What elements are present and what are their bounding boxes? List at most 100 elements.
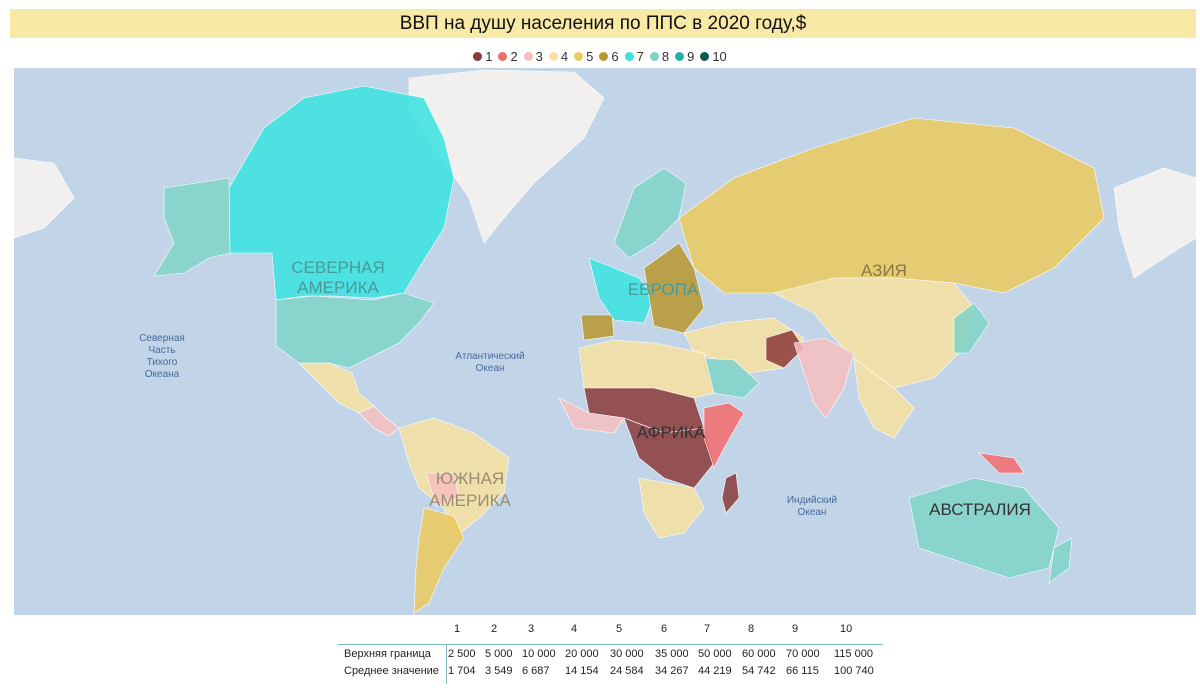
region-nodata-east[interactable]	[1113, 167, 1196, 279]
region-central-america[interactable]	[358, 405, 400, 437]
region-west-africa[interactable]	[558, 397, 625, 434]
label-australia: АВСТРАЛИЯ	[929, 500, 1031, 519]
region-canada[interactable]	[228, 85, 455, 301]
table-vertical-divider	[446, 644, 447, 684]
break-index-8: 8	[748, 623, 755, 635]
label-south-america-2: АМЕРИКА	[429, 491, 511, 510]
region-india[interactable]	[793, 337, 855, 419]
mean-value-5: 24 584	[610, 665, 644, 677]
label-indian-2: Океан	[798, 507, 827, 518]
region-scandinavia[interactable]	[613, 167, 687, 259]
region-nodata-west[interactable]	[14, 157, 75, 239]
label-africa: АФРИКА	[637, 423, 706, 442]
label-south-america-1: ЮЖНАЯ	[436, 469, 504, 488]
label-pacific-4: Океана	[145, 369, 180, 380]
mean-value-9: 66 115	[786, 665, 819, 677]
legend-item-8[interactable]: 8	[649, 48, 670, 64]
legend-item-1[interactable]: 1	[473, 49, 492, 64]
label-europe: ЕВРОПА	[628, 280, 699, 299]
region-western-europe[interactable]	[588, 257, 655, 324]
legend-item-9[interactable]: 9	[675, 49, 694, 64]
region-australia[interactable]	[908, 477, 1060, 579]
upper-bound-2: 5 000	[485, 648, 513, 660]
legend-swatch-2	[498, 51, 508, 61]
legend-swatch-10	[700, 51, 710, 61]
upper-bound-7: 50 000	[698, 648, 732, 660]
region-japan[interactable]	[953, 302, 990, 354]
break-index-10: 10	[840, 623, 853, 635]
legend-label-9: 9	[687, 48, 695, 64]
upper-bound-9: 70 000	[786, 648, 820, 660]
legend-swatch-9	[675, 51, 685, 61]
break-index-4: 4	[571, 623, 578, 635]
mean-value-2: 3 549	[485, 665, 513, 677]
region-bolivia[interactable]	[425, 472, 460, 507]
break-index-1: 1	[454, 623, 461, 635]
break-index-5: 5	[616, 623, 623, 635]
region-iberia[interactable]	[580, 314, 615, 341]
region-east-africa[interactable]	[703, 402, 745, 469]
legend-item-4[interactable]: 4	[548, 48, 569, 64]
map-canvas: СЕВЕРНАЯ АМЕРИКА ЮЖНАЯ АМЕРИКА ЕВРОПА АЗ…	[14, 69, 1196, 614]
legend-label-5: 5	[586, 48, 594, 64]
legend-item-3[interactable]: 3	[523, 49, 543, 64]
break-index-3: 3	[528, 623, 535, 635]
region-eastern-europe[interactable]	[643, 242, 705, 334]
region-argentina[interactable]	[413, 507, 465, 614]
mean-value-1: 1 704	[448, 665, 476, 677]
break-index-6: 6	[661, 623, 668, 635]
legend-label-7: 7	[636, 48, 644, 64]
label-asia: АЗИЯ	[861, 261, 907, 280]
mean-value-8: 54 742	[742, 665, 776, 677]
title-bar: ВВП на душу населения по ППС в 2020 году…	[10, 9, 1196, 38]
legend-swatch-5	[574, 51, 584, 61]
breaks-index-row: 1 2 3 4 5 6 7 8 9 10	[338, 623, 898, 637]
color-legend: 1 2 3 4 5 6 7 8 9 10	[0, 46, 1200, 66]
mean-value-row: Среднее значение 1 704 3 549 6 687 14 154 24…	[338, 665, 898, 679]
mean-value-10: 100 740	[834, 665, 874, 677]
legend-swatch-7	[624, 51, 634, 61]
upper-bound-label: Верхняя граница	[344, 648, 431, 660]
upper-bound-10: 115 000	[834, 648, 873, 660]
mean-value-3: 6 687	[522, 665, 550, 677]
mean-value-label: Среднее значение	[344, 665, 439, 677]
legend-swatch-1	[473, 51, 483, 61]
chart-title: ВВП на душу населения по ППС в 2020 году…	[399, 12, 807, 34]
legend-swatch-4	[548, 51, 558, 61]
region-afghanistan[interactable]	[765, 329, 805, 369]
region-madagascar[interactable]	[721, 472, 740, 514]
legend-item-7[interactable]: 7	[624, 48, 644, 64]
label-north-america-1: СЕВЕРНАЯ	[291, 258, 385, 277]
region-alaska[interactable]	[153, 177, 231, 277]
legend-item-5[interactable]: 5	[574, 49, 593, 64]
region-southern-africa[interactable]	[638, 477, 705, 539]
region-new-zealand[interactable]	[1048, 537, 1073, 584]
label-pacific-3: Тихого	[147, 357, 178, 368]
region-southeast-asia[interactable]	[853, 357, 915, 439]
legend-item-2[interactable]: 2	[498, 49, 518, 64]
upper-bound-5: 30 000	[610, 648, 644, 660]
label-atlantic-1: Атлантический	[455, 351, 524, 362]
legend-item-10[interactable]: 10	[700, 48, 727, 64]
class-breaks-table: 1 2 3 4 5 6 7 8 9 10 Верхняя граница 2 500 5 000 10…	[338, 618, 898, 686]
legend-swatch-6	[599, 51, 609, 61]
legend-item-6[interactable]: 6	[599, 48, 619, 64]
legend-label-4: 4	[560, 48, 569, 64]
region-russia[interactable]	[678, 117, 1105, 294]
legend-label-6: 6	[611, 48, 619, 64]
world-map[interactable]: СЕВЕРНАЯ АМЕРИКА ЮЖНАЯ АМЕРИКА ЕВРОПА АЗ…	[14, 68, 1196, 615]
region-mexico[interactable]	[298, 362, 375, 414]
region-usa[interactable]	[275, 292, 435, 369]
mean-value-6: 34 267	[655, 665, 689, 677]
break-index-2: 2	[491, 623, 498, 635]
region-papua[interactable]	[978, 452, 1025, 474]
upper-bound-3: 10 000	[522, 648, 556, 660]
legend-label-8: 8	[661, 48, 670, 64]
break-index-7: 7	[704, 623, 711, 635]
legend-label-10: 10	[712, 48, 727, 64]
break-index-9: 9	[792, 623, 799, 635]
region-central-africa[interactable]	[623, 417, 715, 489]
label-pacific-2: Часть	[148, 345, 175, 356]
region-china[interactable]	[773, 277, 975, 389]
label-north-america-2: АМЕРИКА	[297, 278, 379, 297]
